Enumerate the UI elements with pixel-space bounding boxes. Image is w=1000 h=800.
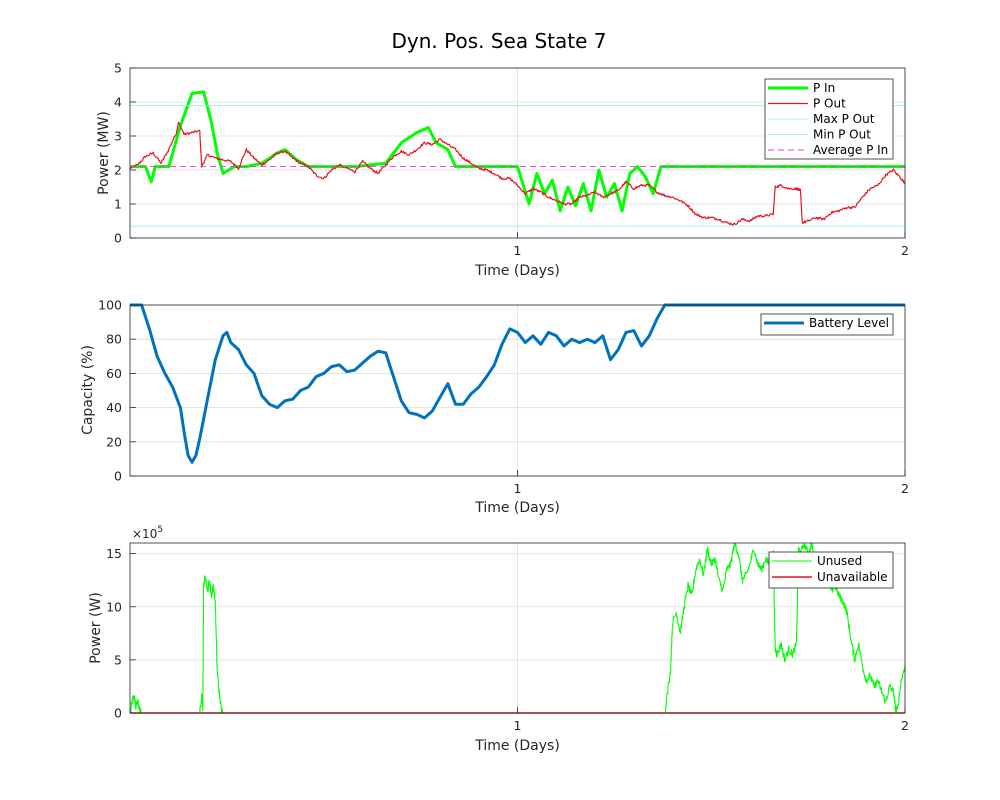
ticks-power-mw: 1 2 0 1 2 3 4 5 — [114, 61, 909, 259]
y-tick-label: 10 — [106, 599, 122, 614]
y-tick-label: 60 — [106, 366, 122, 381]
y-tick-label: 5 — [114, 652, 122, 667]
x-tick-label: 2 — [901, 481, 909, 496]
x-tick-label: 1 — [514, 243, 522, 258]
x-axis-label: Time (Days) — [474, 263, 560, 279]
y-axis-label: Capacity (%) — [80, 345, 96, 435]
y-tick-label: 1 — [114, 197, 122, 212]
y-tick-label: 20 — [106, 434, 122, 449]
x-tick-label: 2 — [901, 243, 909, 258]
figure-title: Dyn. Pos. Sea State 7 — [392, 29, 607, 53]
y-tick-label: 40 — [106, 400, 122, 415]
x-axis-label: Time (Days) — [474, 738, 560, 754]
y-axis-label: Power (MW) — [96, 111, 112, 195]
legend-box — [768, 551, 894, 589]
x-tick-label: 1 — [514, 481, 522, 496]
y-tick-label: 80 — [106, 332, 122, 347]
y-tick-label: 0 — [114, 231, 122, 246]
legend-box — [764, 78, 894, 160]
y-axis-label: Power (W) — [88, 592, 104, 664]
subplot-power-mw: 1 2 0 1 2 3 4 5 Time (Days) Power (MW) P In P Ou… — [96, 61, 909, 280]
series-group-power-mw — [129, 90, 906, 227]
y-tick-label: 2 — [114, 163, 122, 178]
y-tick-label: 0 — [114, 706, 122, 721]
subplot-power-w: 1 2 0 5 10 15 ×105 Time (Days) Power (W) Unus… — [88, 525, 909, 754]
series-group-capacity — [130, 303, 905, 464]
y-tick-label: 4 — [114, 95, 122, 110]
series-line-unused — [129, 542, 906, 714]
legend-power-w: Unused Unavailable — [768, 551, 894, 589]
y-tick-label: 3 — [114, 129, 122, 144]
x-tick-label: 2 — [901, 718, 909, 733]
y-tick-label: 5 — [114, 61, 122, 76]
legend-box — [760, 313, 894, 336]
series-line-p-out — [129, 121, 906, 226]
legend-label-p-in: P In — [813, 81, 835, 95]
legend-capacity: Battery Level — [760, 313, 894, 336]
y-tick-label: 100 — [98, 298, 122, 313]
ticks-power-w: 1 2 0 5 10 15 — [106, 546, 909, 733]
legend-label-max-p-out: Max P Out — [813, 112, 875, 126]
legend-label-unused: Unused — [817, 554, 862, 568]
legend-label-battery-level: Battery Level — [809, 316, 889, 330]
series-line-battery-level — [130, 303, 905, 464]
y-tick-label: 15 — [106, 546, 122, 561]
y-tick-label: 0 — [114, 469, 122, 484]
legend-label-p-out: P Out — [813, 97, 846, 111]
y-axis-exponent-label: ×105 — [132, 525, 163, 541]
x-tick-label: 1 — [514, 718, 522, 733]
legend-label-average-p-in: Average P In — [813, 143, 888, 157]
legend-label-min-p-out: Min P Out — [813, 128, 871, 142]
legend-label-unavailable: Unavailable — [817, 570, 888, 584]
x-axis-label: Time (Days) — [474, 500, 560, 516]
